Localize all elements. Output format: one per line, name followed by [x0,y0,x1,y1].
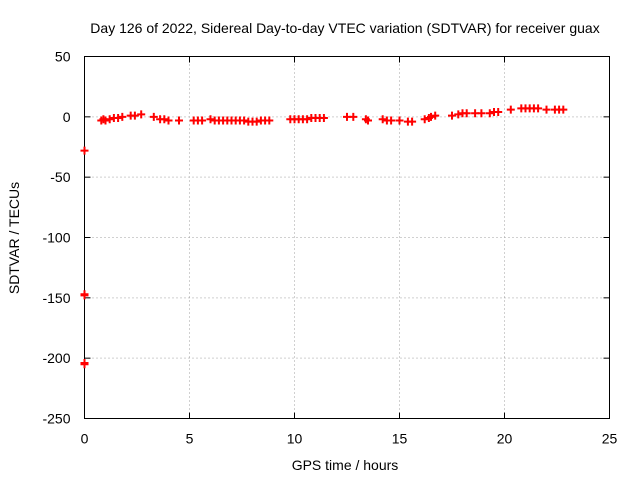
data-point [454,110,463,119]
chart-title: Day 126 of 2022, Sidereal Day-to-day VTE… [90,20,599,36]
data-point [198,116,207,125]
data-point [118,112,127,121]
y-tick-label: -200 [42,350,70,366]
axis-ticks: 0 5 10 15 20 25 -250 -200 -150 -100 -50 0 50 [42,49,617,447]
grid [84,56,610,419]
data-point [364,116,372,125]
data-point [240,116,249,125]
data-point [80,146,89,155]
data-point [164,116,173,125]
y-tick-label: -250 [42,411,70,427]
data-point [101,116,110,125]
data-point [559,105,568,114]
data-point [506,105,515,114]
x-tick-label: 25 [602,431,618,447]
data-point [130,111,139,120]
data-point [494,108,503,117]
data-point [149,112,158,121]
data-point [319,114,328,123]
data-point [160,115,169,124]
data-point [534,104,543,113]
y-tick-label: 0 [63,109,71,125]
data-point [114,114,123,123]
data-point [80,291,89,300]
data-point [462,109,471,118]
data-point [477,109,486,118]
x-axis-title: GPS time / hours [292,457,399,473]
data-point [387,116,396,125]
data-point [420,115,429,124]
y-tick-label: 50 [55,49,71,65]
x-tick-label: 20 [497,431,513,447]
data-point [427,112,435,121]
plot-frame [84,56,610,419]
data-point [448,111,456,120]
x-tick-label: 0 [81,431,89,447]
data-point [431,111,440,120]
y-tick-label: -100 [42,230,70,246]
data-point [542,105,551,114]
x-tick-label: 15 [392,431,408,447]
data-point [265,116,274,125]
y-tick-label: -150 [42,290,70,306]
y-tick-label: -50 [50,169,70,185]
data-point [206,115,215,124]
data-point [395,116,404,125]
x-tick-label: 5 [186,431,194,447]
data-point [378,115,387,124]
data-point [485,109,494,118]
data-point [175,116,183,125]
data-point [137,110,146,119]
data-point [408,117,417,126]
data-point [303,115,312,124]
data-point [252,117,261,126]
data-point [80,360,89,369]
data-point [349,112,358,121]
y-axis-title: SDTVAR / TECUs [6,182,22,294]
data-points [80,104,568,369]
x-tick-label: 10 [287,431,303,447]
data-point [105,115,114,124]
